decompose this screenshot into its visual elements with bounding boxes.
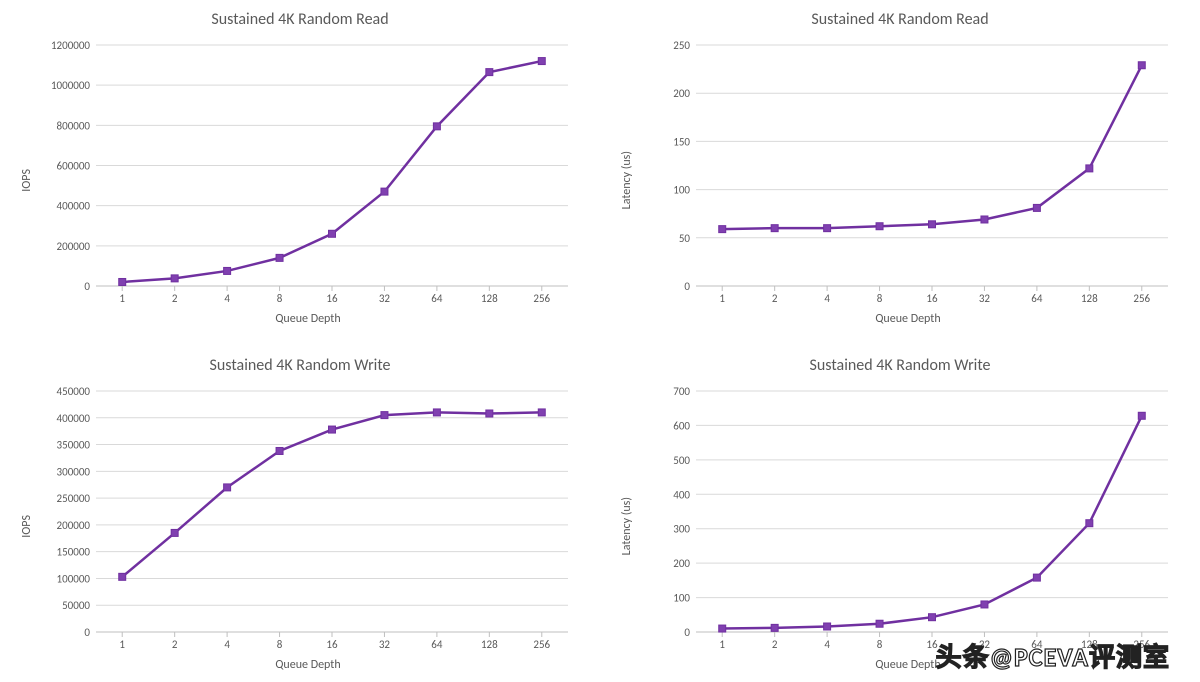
svg-text:1: 1: [119, 292, 125, 305]
svg-text:256: 256: [533, 638, 550, 651]
svg-text:8: 8: [277, 638, 283, 651]
svg-text:16: 16: [926, 292, 938, 305]
plot-area: 0 50000 100000 150000 200000 250000 300000 3500…: [36, 381, 580, 656]
svg-text:500: 500: [673, 454, 690, 467]
svg-text:200: 200: [673, 87, 690, 100]
svg-text:1200000: 1200000: [51, 39, 90, 52]
svg-text:1: 1: [119, 638, 125, 651]
svg-text:250: 250: [673, 39, 690, 52]
svg-text:100000: 100000: [57, 572, 91, 585]
svg-text:250000: 250000: [57, 492, 91, 505]
svg-text:16: 16: [326, 292, 338, 305]
x-axis-label: Queue Depth: [36, 658, 580, 672]
svg-text:4: 4: [224, 292, 230, 305]
svg-text:200: 200: [673, 557, 690, 570]
watermark-text: 头条@PCEVA评测室: [936, 637, 1170, 674]
svg-text:400000: 400000: [57, 200, 91, 213]
chart-title: Sustained 4K Random Read: [211, 10, 388, 29]
chart-write-iops: Sustained 4K Random Write IOPS 0 50000 100…: [20, 356, 580, 672]
svg-text:128: 128: [1081, 292, 1098, 305]
plot-area: 0 50 100 150 200 250 1 2 4 8 16 32 64 128 256: [636, 35, 1180, 310]
svg-text:600000: 600000: [57, 160, 91, 173]
chart-title: Sustained 4K Random Write: [210, 356, 391, 375]
svg-text:256: 256: [1133, 292, 1150, 305]
svg-text:4: 4: [824, 638, 830, 651]
svg-text:150: 150: [673, 135, 690, 148]
svg-text:1: 1: [719, 638, 725, 651]
chart-title: Sustained 4K Random Write: [810, 356, 991, 375]
y-axis-label: Latency (us): [620, 497, 634, 555]
x-axis-label: Queue Depth: [36, 312, 580, 326]
svg-text:400: 400: [673, 488, 690, 501]
svg-text:400000: 400000: [57, 412, 91, 425]
svg-text:4: 4: [824, 292, 830, 305]
svg-text:8: 8: [277, 292, 283, 305]
svg-text:64: 64: [431, 638, 443, 651]
svg-text:700: 700: [673, 385, 690, 398]
svg-text:8: 8: [877, 638, 883, 651]
svg-text:0: 0: [84, 626, 90, 639]
svg-text:600: 600: [673, 419, 690, 432]
svg-text:0: 0: [684, 280, 690, 293]
svg-text:32: 32: [979, 292, 991, 305]
chart-write-latency: Sustained 4K Random Write Latency (us) 0…: [620, 356, 1180, 672]
svg-text:50000: 50000: [62, 599, 90, 612]
svg-text:2: 2: [772, 638, 778, 651]
svg-text:128: 128: [481, 292, 498, 305]
svg-text:1000000: 1000000: [51, 79, 90, 92]
svg-text:8: 8: [877, 292, 883, 305]
svg-text:2: 2: [172, 292, 178, 305]
svg-text:50: 50: [679, 232, 691, 245]
svg-text:300000: 300000: [57, 465, 91, 478]
svg-text:32: 32: [379, 292, 391, 305]
svg-text:300: 300: [673, 523, 690, 536]
svg-text:0: 0: [684, 626, 690, 639]
svg-text:100: 100: [673, 592, 690, 605]
y-axis-label: Latency (us): [620, 151, 634, 209]
svg-text:128: 128: [481, 638, 498, 651]
plot-area: 01002003004005006007001248163264128256: [636, 381, 1180, 656]
svg-text:2: 2: [772, 292, 778, 305]
svg-text:4: 4: [224, 638, 230, 651]
svg-text:64: 64: [1031, 292, 1043, 305]
x-axis-label: Queue Depth: [636, 312, 1180, 326]
chart-read-latency: Sustained 4K Random Read Latency (us) 0 5…: [620, 10, 1180, 326]
svg-text:1: 1: [719, 292, 725, 305]
y-axis-label: IOPS: [20, 515, 34, 538]
svg-text:0: 0: [84, 280, 90, 293]
svg-text:64: 64: [431, 292, 443, 305]
svg-text:100: 100: [673, 184, 690, 197]
svg-text:350000: 350000: [57, 439, 91, 452]
svg-text:450000: 450000: [57, 385, 91, 398]
svg-text:256: 256: [533, 292, 550, 305]
svg-text:16: 16: [326, 638, 338, 651]
chart-grid: Sustained 4K Random Read IOPS 0200000400…: [20, 10, 1180, 672]
svg-text:2: 2: [172, 638, 178, 651]
svg-text:200000: 200000: [57, 519, 91, 532]
svg-text:32: 32: [379, 638, 391, 651]
svg-text:200000: 200000: [57, 240, 91, 253]
y-axis-label: IOPS: [20, 169, 34, 192]
plot-area: 0 200000 400000 600000 800000 1000000 1200000 1…: [36, 35, 580, 310]
chart-title: Sustained 4K Random Read: [811, 10, 988, 29]
svg-text:150000: 150000: [57, 546, 91, 559]
chart-read-iops: Sustained 4K Random Read IOPS 0 200000 400…: [20, 10, 580, 326]
svg-text:800000: 800000: [57, 119, 91, 132]
